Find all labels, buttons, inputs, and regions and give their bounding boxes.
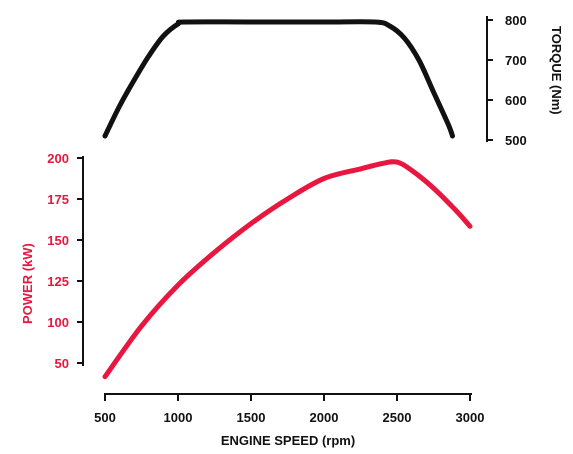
torque-y-tick-label-500: 500 — [505, 133, 527, 148]
x-axis-title: ENGINE SPEED (rpm) — [221, 433, 355, 448]
x-tick-label-2000: 2000 — [310, 410, 339, 425]
x-tick-label-1500: 1500 — [237, 410, 266, 425]
power-y-tick-label-150: 150 — [47, 233, 69, 248]
x-tick-label-1000: 1000 — [164, 410, 193, 425]
power-series-line — [102, 159, 473, 380]
torque-axis-title: TORQUE (Nm) — [549, 26, 564, 115]
power-axis-title: POWER (kW) — [20, 243, 35, 324]
power-y-tick-label-175: 175 — [47, 192, 69, 207]
x-tick-label-3000: 3000 — [456, 410, 485, 425]
power-y-tick-label-50: 50 — [55, 356, 69, 371]
torque-y-tick-label-800: 800 — [505, 13, 527, 28]
power-chart: 200 175 150 125 100 50 POWER (kW) 500 10… — [20, 151, 484, 448]
power-y-tick-label-100: 100 — [47, 315, 69, 330]
power-y-tick-label-125: 125 — [47, 274, 69, 289]
power-y-tick-label-200: 200 — [47, 151, 69, 166]
x-tick-label-2500: 2500 — [383, 410, 412, 425]
x-tick-label-500: 500 — [94, 410, 116, 425]
torque-y-tick-label-600: 600 — [505, 93, 527, 108]
torque-y-tick-label-700: 700 — [505, 53, 527, 68]
torque-chart: 800 700 600 500 TORQUE (Nm) — [102, 13, 564, 148]
torque-series-line — [102, 19, 455, 139]
